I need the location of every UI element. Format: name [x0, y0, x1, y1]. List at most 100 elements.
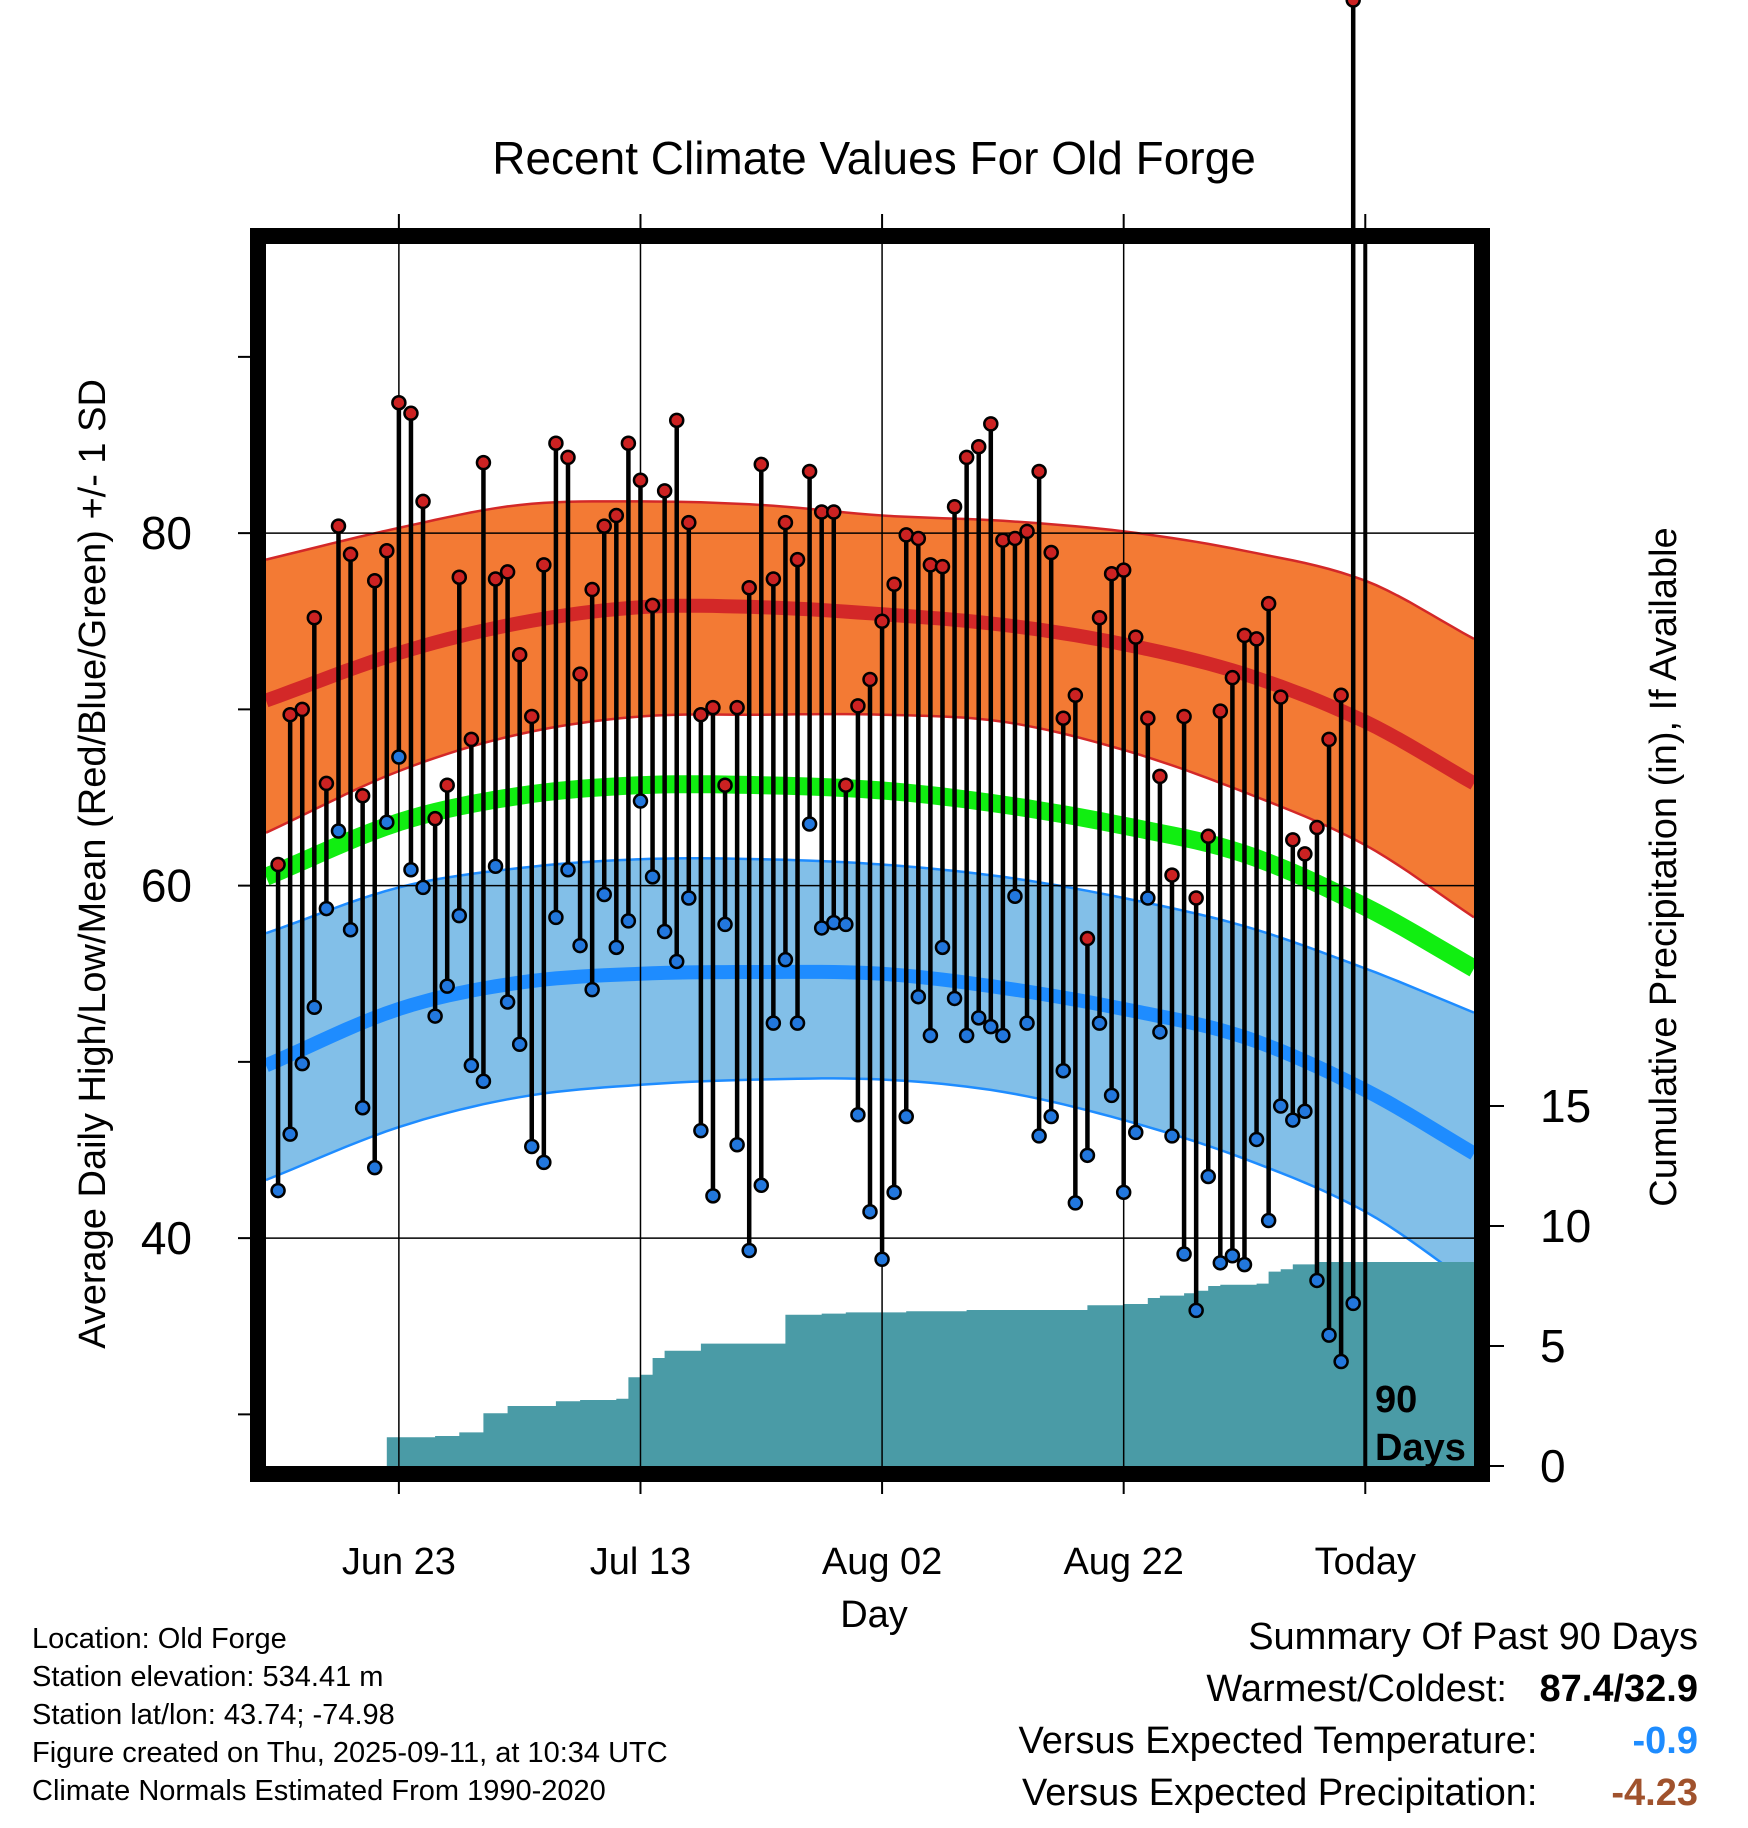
daily-low-point [342, 921, 359, 938]
y-tick-label-right: 10 [1540, 1200, 1591, 1252]
daily-high-point [1164, 867, 1180, 883]
daily-high-point [693, 706, 709, 723]
daily-low-point [318, 900, 335, 917]
daily-high-point [1224, 669, 1241, 686]
daily-high-point [1272, 689, 1289, 705]
x-tick-label: Today [1315, 1541, 1416, 1583]
summary-precipitation: Versus Expected Precipitation: -4.23 [1022, 1772, 1698, 1815]
daily-high-point [644, 597, 661, 614]
daily-low-point [1285, 1112, 1301, 1128]
daily-high-point [1285, 832, 1301, 848]
daily-low-point [1115, 1184, 1132, 1201]
daily-low-point [306, 999, 323, 1016]
daily-high-point [342, 546, 359, 563]
daily-low-point [898, 1108, 914, 1125]
daily-high-point [318, 775, 335, 792]
x-tick-label: Aug 22 [1063, 1541, 1183, 1583]
daily-low-point [330, 823, 347, 839]
daily-low-point [548, 909, 564, 926]
daily-high-point [391, 394, 407, 411]
daily-high-point [681, 514, 697, 531]
daily-high-point [741, 580, 757, 596]
daily-low-point [1333, 1353, 1349, 1370]
info-latlon: Station lat/lon: 43.74; -74.98 [32, 1699, 395, 1731]
daily-high-point [1019, 523, 1035, 540]
daily-low-point [1140, 890, 1156, 906]
summary-precipitation-value: -4.23 [1611, 1772, 1698, 1814]
daily-high-point [1321, 731, 1337, 748]
daily-low-point [946, 990, 963, 1007]
daily-high-point [1333, 687, 1349, 704]
daily-high-point [548, 435, 564, 452]
daily-high-point [1115, 562, 1132, 578]
daily-high-point [1079, 930, 1096, 947]
daily-low-point [499, 994, 516, 1010]
daily-high-point [753, 456, 770, 473]
daily-low-point [1200, 1168, 1216, 1185]
daily-low-point [584, 981, 600, 998]
daily-low-point [1248, 1131, 1265, 1148]
daily-low-point [958, 1027, 975, 1044]
daily-low-point [934, 939, 951, 956]
daily-low-point [753, 1177, 770, 1194]
summary-temperature-label: Versus Expected Temperature: [1018, 1720, 1538, 1762]
daily-high-point [1043, 544, 1059, 561]
daily-low-point [403, 862, 419, 878]
daily-high-point [379, 543, 395, 559]
daily-low-point [379, 814, 395, 830]
info-normals: Climate Normals Estimated From 1990-2020 [32, 1775, 606, 1807]
daily-low-point [789, 1015, 806, 1031]
daily-high-point [886, 576, 902, 593]
daily-low-point [1079, 1147, 1096, 1164]
daily-high-point [1309, 819, 1325, 836]
daily-high-point [1188, 890, 1204, 906]
daily-low-point [1224, 1248, 1241, 1264]
daily-high-point [1297, 846, 1313, 862]
y-tick-label-left: 80 [141, 507, 192, 559]
daily-high-point [1067, 687, 1084, 704]
daily-low-point [1043, 1108, 1059, 1125]
daily-low-point [572, 937, 588, 954]
daily-high-point [487, 571, 504, 587]
daily-low-point [741, 1242, 757, 1259]
daily-high-point [717, 777, 733, 793]
daily-low-point [983, 1018, 999, 1035]
daily-high-point [910, 530, 927, 547]
x-tick-label: Jun 23 [342, 1541, 456, 1583]
daily-low-point [1103, 1087, 1120, 1104]
daily-low-point [1260, 1212, 1277, 1229]
daily-high-point [668, 412, 685, 429]
daily-low-point [1067, 1195, 1084, 1211]
daily-high-point [850, 698, 866, 714]
daily-low-point [668, 953, 685, 970]
daily-low-point [427, 1008, 443, 1024]
y-tick-label-left: 40 [141, 1212, 192, 1264]
daily-high-point [354, 788, 371, 804]
daily-high-point [632, 472, 649, 489]
daily-low-point [632, 793, 649, 809]
daily-low-point [1272, 1098, 1289, 1114]
summary-temperature: Versus Expected Temperature: -0.9 [1019, 1720, 1698, 1763]
daily-low-point [294, 1055, 310, 1072]
daily-high-point [705, 699, 721, 716]
daily-low-point [1345, 1295, 1361, 1312]
daily-low-point [1128, 1124, 1144, 1141]
daily-high-point [983, 416, 999, 432]
daily-high-point [560, 449, 576, 466]
daily-low-point [729, 1136, 745, 1153]
daily-low-point [270, 1182, 286, 1199]
summary-warmest: Warmest/Coldest: 87.4/32.9 [1206, 1668, 1698, 1711]
daily-low-point [765, 1015, 782, 1031]
daily-low-point [886, 1184, 902, 1201]
window-label-number: 90 [1375, 1379, 1417, 1421]
daily-low-point [874, 1251, 890, 1268]
daily-low-point [801, 816, 818, 832]
daily-low-point [1152, 1024, 1168, 1040]
daily-low-point [1236, 1256, 1253, 1273]
daily-low-point [354, 1099, 371, 1116]
daily-low-point [1031, 1128, 1047, 1144]
daily-low-point [910, 988, 927, 1005]
chart-title: Recent Climate Values For Old Forge [492, 132, 1256, 184]
daily-low-point [1055, 1062, 1072, 1079]
daily-low-point [608, 939, 625, 956]
